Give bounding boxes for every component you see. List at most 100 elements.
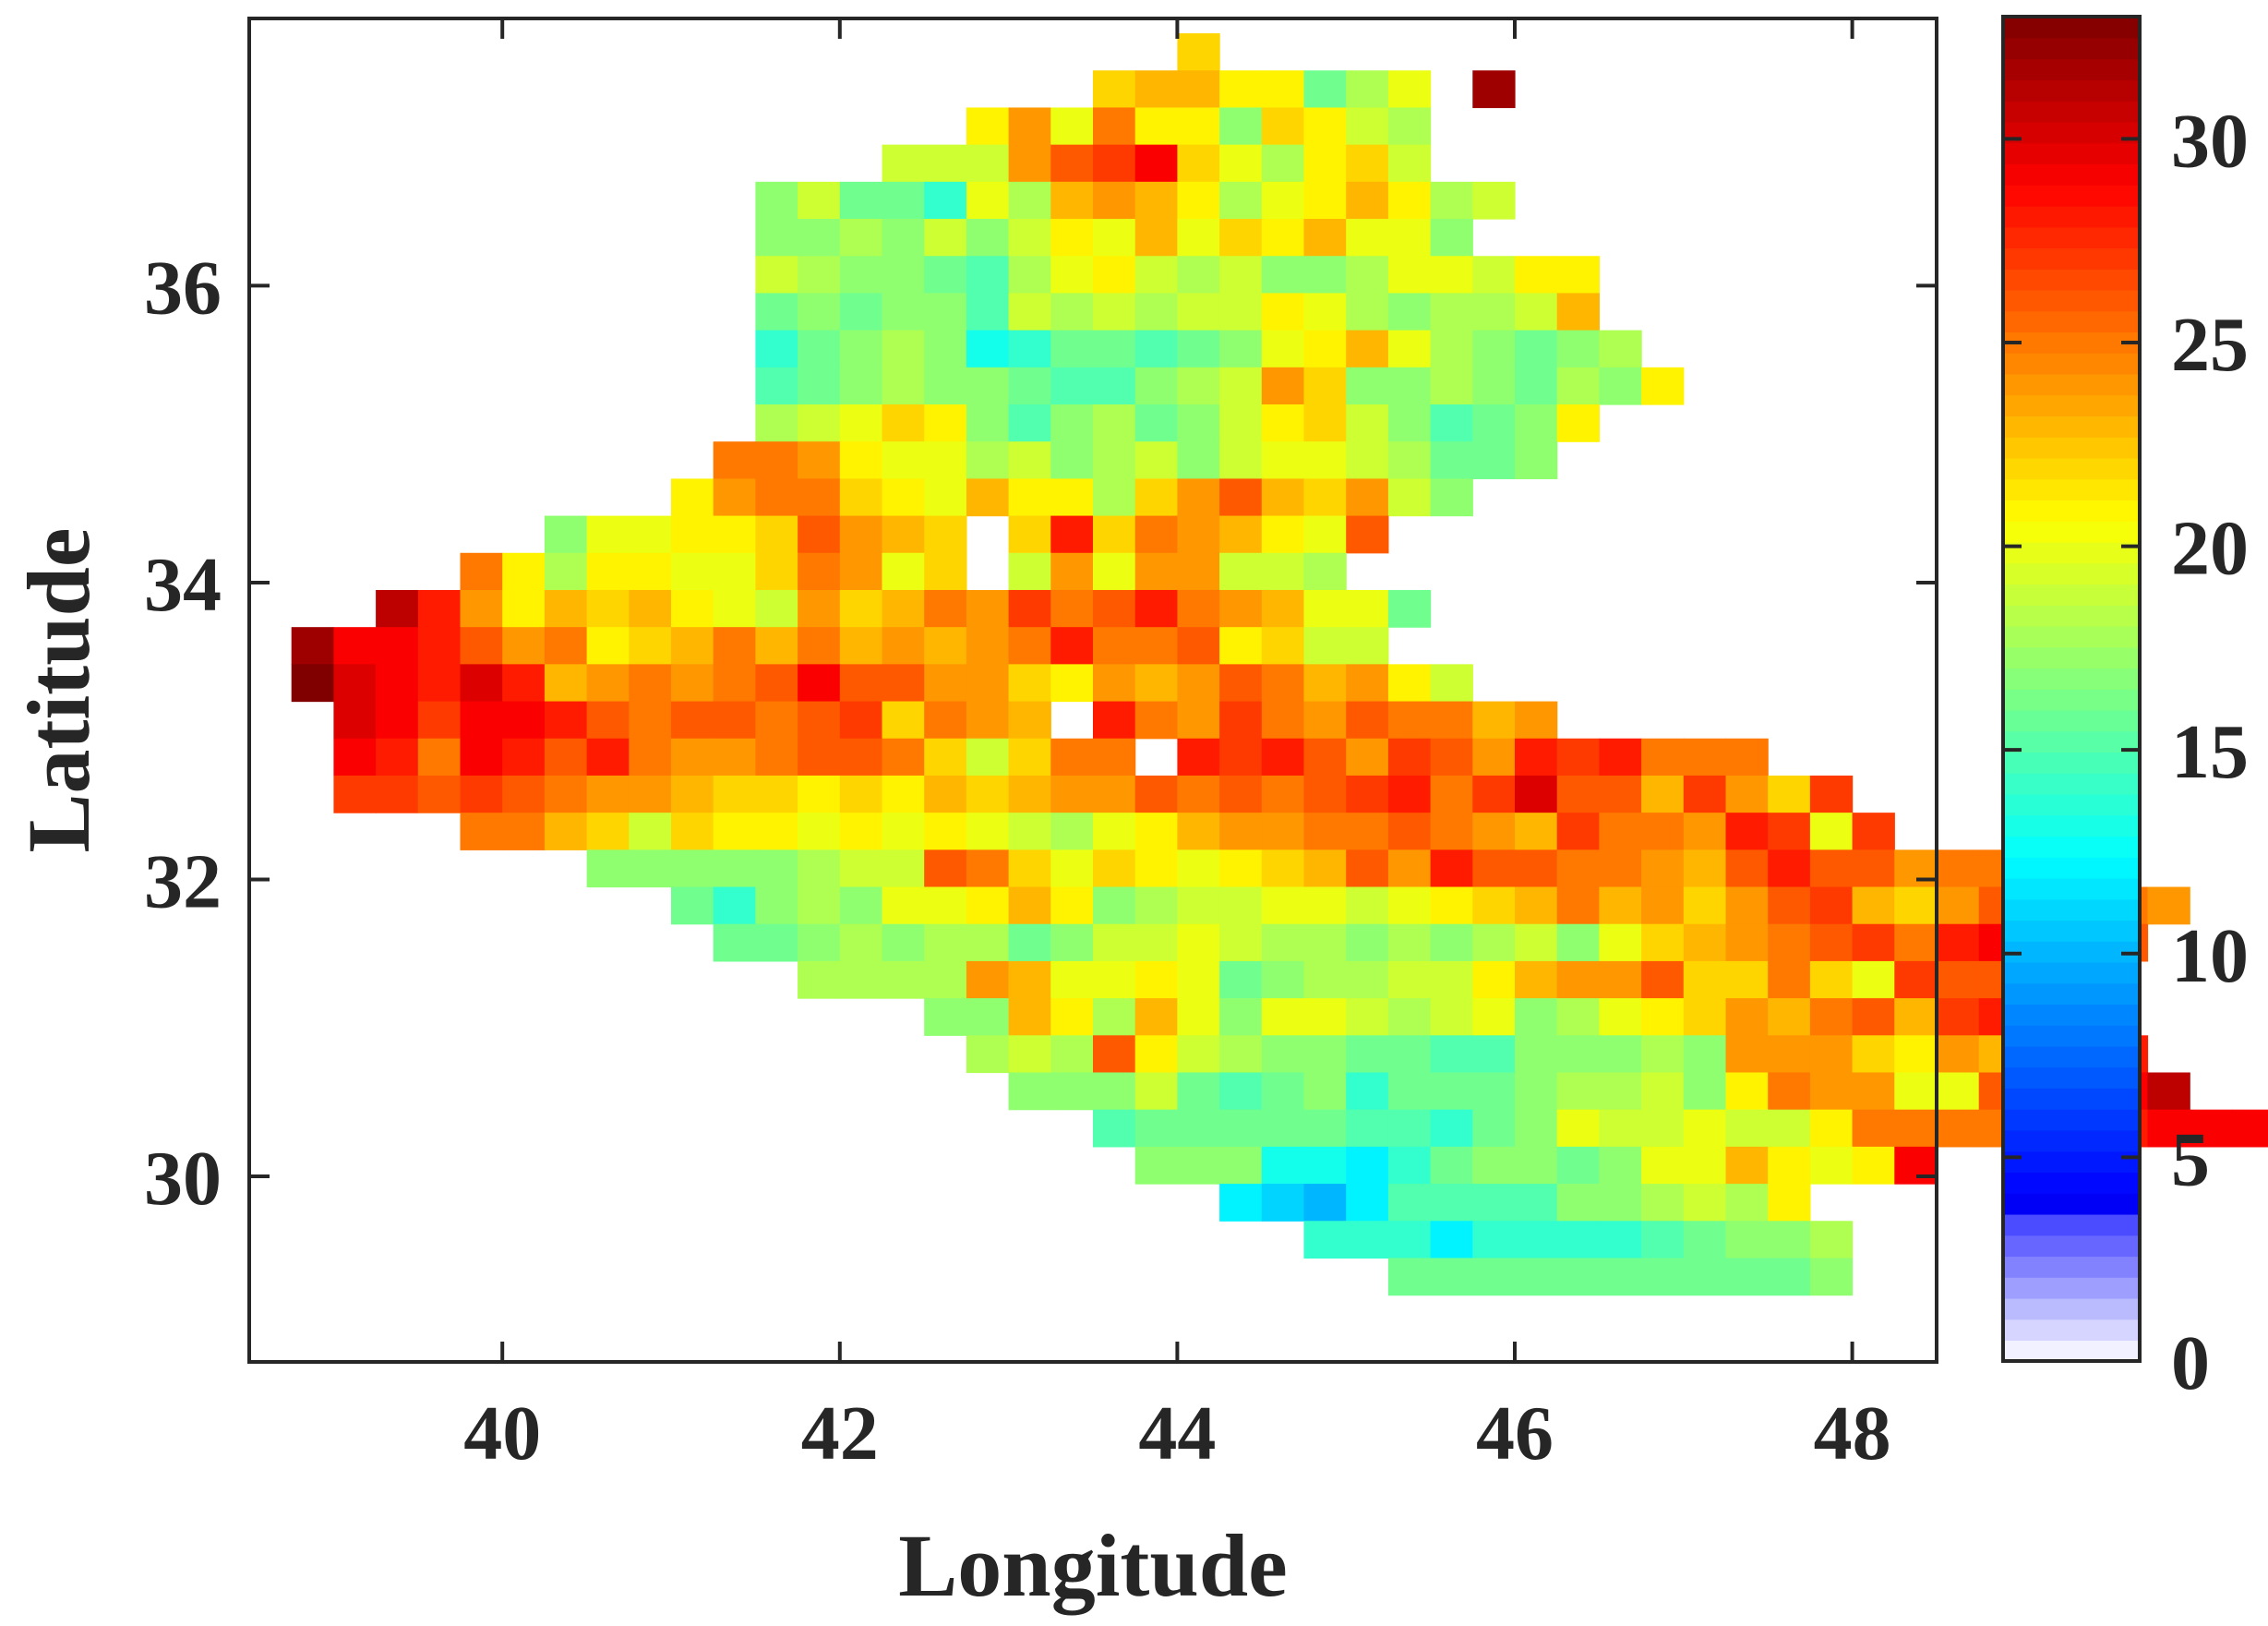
heatmap-cell: [1430, 1221, 1473, 1259]
heatmap-cell: [544, 775, 588, 813]
heatmap-cell: [1261, 627, 1305, 665]
heatmap-cell: [1937, 998, 1980, 1036]
heatmap-cell: [1515, 738, 1558, 777]
colorbar-segment: [2003, 205, 2140, 228]
heatmap-cell: [1050, 181, 1094, 220]
heatmap-cell: [1683, 923, 1727, 962]
heatmap-cell: [882, 960, 925, 999]
heatmap-cell: [1134, 813, 1178, 850]
heatmap-cell: [1134, 998, 1178, 1036]
heatmap-cell: [333, 738, 377, 777]
colorbar-segment: [2003, 689, 2140, 711]
colorbar-segment: [2003, 752, 2140, 774]
heatmap-cell: [1346, 107, 1389, 146]
colorbar-tick-label: 5: [2171, 1116, 2210, 1202]
heatmap-cell: [966, 627, 1010, 665]
heatmap-cell: [1725, 998, 1769, 1036]
heatmap-cell: [1387, 1109, 1432, 1148]
colorbar-segment: [2003, 226, 2140, 249]
heatmap-cell: [1894, 1109, 1938, 1148]
heatmap-cell: [1387, 404, 1432, 442]
heatmap-cell: [1430, 998, 1473, 1036]
heatmap-cell: [1472, 1146, 1516, 1185]
heatmap-cell: [1387, 1184, 1432, 1222]
heatmap-cell: [1303, 107, 1347, 146]
heatmap-cell: [1725, 1184, 1769, 1222]
heatmap-cell: [1937, 849, 1980, 888]
heatmap-cell: [755, 849, 798, 888]
heatmap-cell: [966, 738, 1010, 777]
heatmap-cell: [1219, 627, 1263, 665]
heatmap-cell: [1261, 589, 1305, 628]
heatmap-cell: [1430, 738, 1473, 777]
heatmap-cell: [1050, 552, 1094, 591]
colorbar-segment: [2003, 373, 2140, 396]
heatmap-cell: [798, 886, 841, 925]
heatmap-cell: [1134, 627, 1178, 665]
colorbar-segment: [2003, 142, 2140, 165]
heatmap-cell: [2147, 886, 2190, 925]
heatmap-cell: [460, 664, 503, 703]
heatmap-cell: [1134, 960, 1178, 999]
heatmap-cell: [1430, 181, 1473, 220]
heatmap-cell: [502, 552, 546, 591]
heatmap-cell: [1683, 1072, 1727, 1111]
heatmap-cell: [333, 775, 377, 813]
heatmap-cell: [1261, 219, 1305, 257]
heatmap-cell: [1683, 1035, 1727, 1074]
heatmap-cell: [798, 775, 841, 813]
heatmap-cell: [1134, 441, 1178, 479]
heatmap-cell: [1303, 144, 1347, 183]
heatmap-cell: [671, 849, 714, 888]
heatmap-cell: [1093, 478, 1136, 517]
plot-frame: [247, 17, 1938, 1364]
heatmap-cell: [924, 293, 967, 331]
heatmap-cell: [1599, 738, 1642, 777]
heatmap-cell: [1219, 923, 1263, 962]
heatmap-cell: [1472, 701, 1516, 740]
heatmap-cell: [1472, 1258, 1516, 1296]
heatmap-cell: [1261, 923, 1305, 962]
heatmap-cell: [1472, 256, 1516, 295]
heatmap-cell: [1093, 181, 1136, 220]
heatmap-cell: [333, 664, 377, 703]
heatmap-cell: [1177, 404, 1220, 442]
heatmap-cell: [1809, 1072, 1854, 1111]
colorbar-segment: [2003, 416, 2140, 438]
heatmap-cell: [1008, 923, 1051, 962]
heatmap-cell: [1177, 181, 1220, 220]
heatmap-cell: [1050, 886, 1094, 925]
heatmap-cell: [1177, 256, 1220, 295]
heatmap-cell: [966, 960, 1010, 999]
colorbar-segment: [2003, 289, 2140, 312]
heatmap-cell: [1852, 1146, 1895, 1185]
heatmap-cell: [1346, 1184, 1389, 1222]
heatmap-cell: [1556, 1146, 1600, 1185]
heatmap-cell: [713, 478, 756, 517]
heatmap-cell: [1050, 775, 1094, 813]
heatmap-cell: [1177, 998, 1220, 1036]
colorbar-segment: [2003, 437, 2140, 459]
heatmap-cell: [1387, 367, 1432, 405]
heatmap-cell: [1219, 293, 1263, 331]
colorbar-segment: [2003, 1235, 2140, 1258]
colorbar-segment: [2003, 1129, 2140, 1152]
heatmap-cell: [671, 886, 714, 925]
heatmap-cell: [1346, 70, 1389, 109]
heatmap-cell: [1683, 960, 1727, 999]
heatmap-cell: [1346, 1146, 1389, 1185]
heatmap-cell: [1430, 960, 1473, 999]
heatmap-cell: [502, 738, 546, 777]
heatmap-cell: [924, 515, 967, 554]
heatmap-cell: [966, 849, 1010, 888]
heatmap-cell: [1261, 330, 1305, 368]
heatmap-cell: [1093, 998, 1136, 1036]
heatmap-cell: [882, 589, 925, 628]
heatmap-cell: [924, 256, 967, 295]
heatmap-cell: [839, 330, 883, 368]
heatmap-cell: [1430, 441, 1473, 479]
heatmap-cell: [1050, 998, 1094, 1036]
heatmap-cell: [629, 738, 672, 777]
heatmap-cell: [966, 181, 1010, 220]
heatmap-cell: [1261, 960, 1305, 999]
